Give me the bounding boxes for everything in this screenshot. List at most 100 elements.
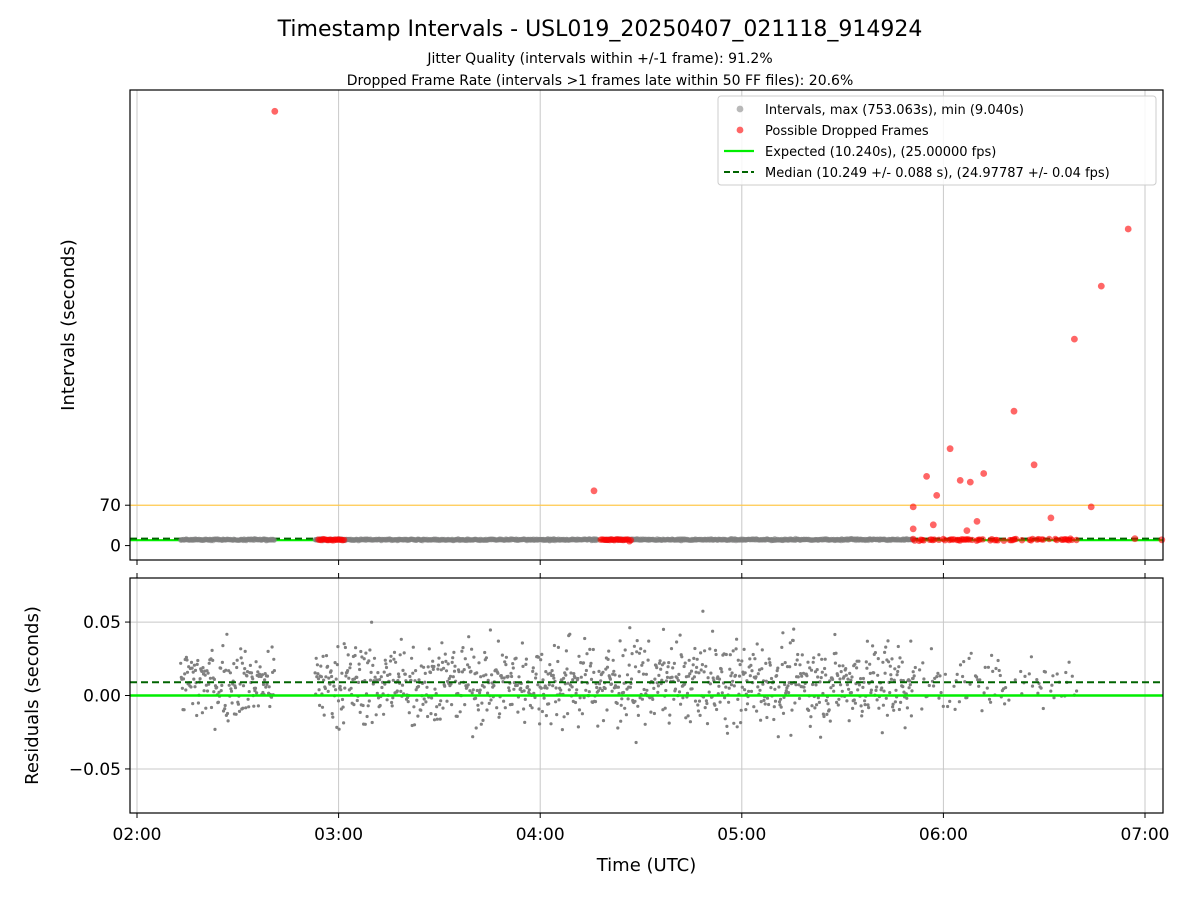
residual-point <box>990 653 994 658</box>
residual-point <box>682 664 686 669</box>
residual-point <box>411 645 415 649</box>
residual-point <box>580 712 585 716</box>
residual-point <box>549 722 553 726</box>
residual-point <box>600 688 605 693</box>
residual-point <box>897 707 902 712</box>
residual-point <box>523 720 527 725</box>
residual-point <box>193 668 198 673</box>
dropped-point <box>1018 537 1026 544</box>
residual-point <box>224 668 228 672</box>
residual-point <box>703 706 707 710</box>
residual-point <box>657 673 661 678</box>
residual-point <box>179 661 183 665</box>
residual-point <box>640 663 644 667</box>
residual-point <box>695 665 699 670</box>
residual-point <box>216 700 220 704</box>
residual-point <box>705 701 709 706</box>
residual-point <box>481 718 485 723</box>
top-y-tick-label: 70 <box>99 496 121 516</box>
residual-point <box>544 714 549 718</box>
residual-point <box>322 678 326 682</box>
residual-point <box>633 699 637 703</box>
residual-point <box>780 662 784 667</box>
residual-point <box>354 646 358 650</box>
residual-point <box>246 697 250 701</box>
residual-point <box>823 657 827 661</box>
residual-point <box>440 660 445 665</box>
residual-point <box>346 653 350 657</box>
residual-point <box>483 650 487 655</box>
residual-point <box>809 715 813 719</box>
residual-point <box>961 674 965 679</box>
residual-point <box>672 661 677 666</box>
residual-point <box>873 651 878 655</box>
residual-point <box>773 687 777 691</box>
residual-point <box>503 660 507 664</box>
residual-point <box>446 662 450 666</box>
dropped-point <box>1071 335 1078 343</box>
residual-point <box>507 689 511 693</box>
residual-point <box>686 714 690 718</box>
residual-point <box>737 674 742 678</box>
residual-point <box>891 705 895 709</box>
residual-point <box>255 691 259 695</box>
residual-point <box>219 666 223 670</box>
residual-point <box>776 735 780 739</box>
residual-point <box>1035 678 1039 682</box>
residual-point <box>373 675 377 679</box>
residual-point <box>799 672 803 676</box>
x-tick-label: 02:00 <box>113 825 162 845</box>
residual-point <box>439 699 443 703</box>
residual-point <box>241 706 245 710</box>
dropped-point <box>1047 514 1055 522</box>
residual-point <box>905 706 910 710</box>
residual-point <box>348 666 352 670</box>
residual-point <box>244 706 248 710</box>
residual-point <box>438 717 442 721</box>
residual-point <box>184 655 188 660</box>
residual-point <box>367 699 371 703</box>
residual-point <box>587 690 591 694</box>
residual-point <box>863 703 867 707</box>
residual-point <box>193 685 197 689</box>
dropped-point <box>966 478 974 486</box>
residual-point <box>213 727 217 732</box>
residual-point <box>391 678 395 682</box>
residual-point <box>991 669 995 674</box>
residual-point <box>876 657 880 661</box>
residual-point <box>768 663 772 667</box>
residual-point <box>621 654 625 658</box>
residual-point <box>415 698 419 702</box>
residual-point <box>953 707 957 712</box>
residual-point <box>734 647 738 651</box>
residual-point <box>605 708 609 712</box>
bottom-reference-lines <box>130 681 1163 697</box>
residual-point <box>704 664 708 668</box>
residual-point <box>596 689 601 693</box>
x-axis-label: Time (UTC) <box>596 855 697 876</box>
residual-point <box>469 669 473 674</box>
residual-point <box>677 672 681 677</box>
residual-point <box>189 660 194 665</box>
dropped-point <box>929 521 937 529</box>
residual-point <box>530 706 534 710</box>
residual-point <box>652 686 656 691</box>
bottom-points <box>179 609 1079 745</box>
residual-point <box>912 674 916 678</box>
dropped-point <box>933 492 941 499</box>
residual-point <box>329 669 333 673</box>
residual-point <box>997 668 1001 673</box>
residual-point <box>240 661 244 665</box>
residual-point <box>266 649 270 654</box>
residual-point <box>588 664 593 668</box>
residual-point <box>894 688 898 692</box>
residual-point <box>664 688 668 693</box>
residual-point <box>1007 698 1011 702</box>
residual-point <box>1055 672 1059 676</box>
residual-point <box>245 674 249 678</box>
residual-point <box>800 653 804 657</box>
residual-point <box>526 685 530 689</box>
residual-point <box>341 705 345 709</box>
residual-point <box>679 702 683 706</box>
residual-point <box>205 669 209 673</box>
